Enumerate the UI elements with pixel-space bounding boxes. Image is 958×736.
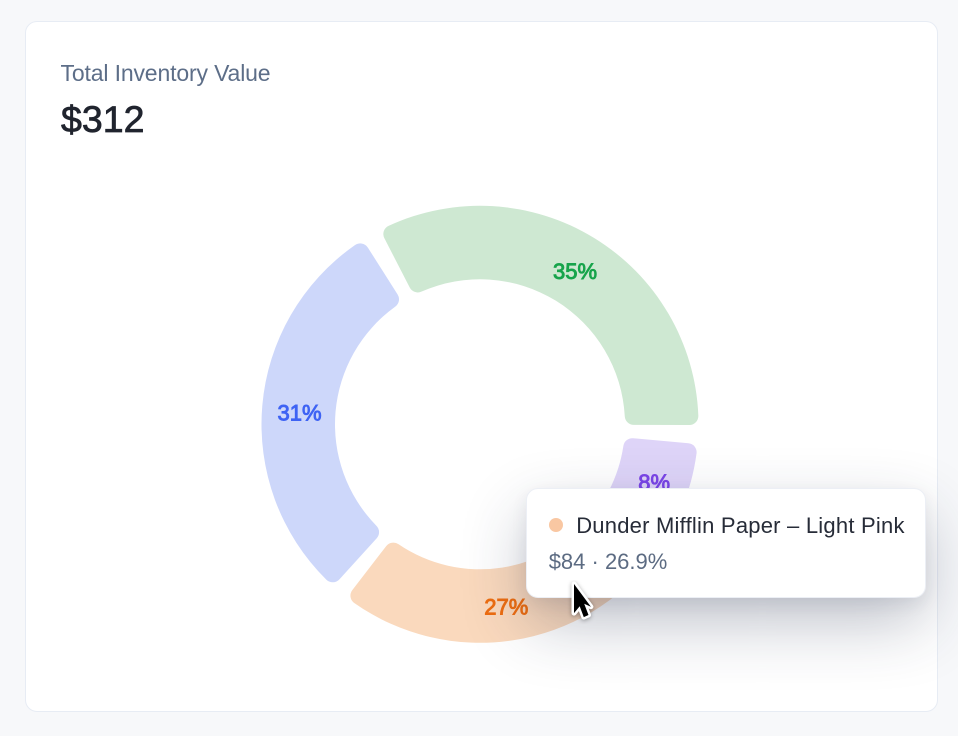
svg-text:27%: 27% — [484, 595, 528, 620]
svg-text:35%: 35% — [553, 259, 597, 284]
svg-text:31%: 31% — [277, 400, 321, 425]
